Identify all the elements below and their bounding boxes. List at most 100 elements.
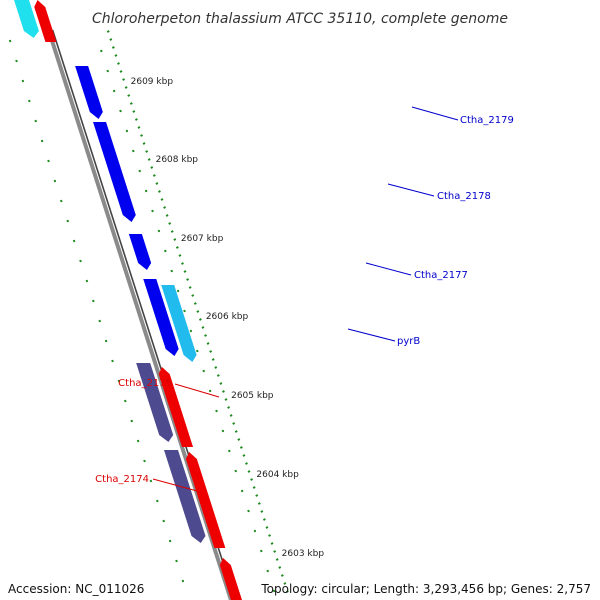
dotted-track-left-dot (47, 159, 50, 163)
scale-minor-tick (280, 574, 284, 577)
scale-minor-tick (260, 510, 264, 513)
scale-minor-tick (165, 214, 169, 217)
scale-label: 2604 kbp (256, 470, 299, 480)
scale-minor-tick (232, 422, 236, 425)
scale-minor-tick (181, 262, 184, 265)
scale-minor-tick (234, 430, 238, 433)
scale-minor-tick (262, 518, 266, 521)
scale-minor-tick (183, 270, 187, 273)
scale-minor-tick (265, 526, 269, 529)
dotted-track-right-dot (215, 409, 218, 413)
dotted-track-left-dot (34, 119, 37, 123)
scale-minor-tick (191, 294, 195, 297)
dotted-track-right-dot (176, 289, 180, 293)
dotted-track-right-dot (164, 249, 167, 253)
scale-minor-tick (186, 278, 190, 281)
map-title: Chloroherpeton thalassium ATCC 35110, co… (92, 11, 508, 27)
dotted-track-right-dot (208, 389, 212, 393)
dotted-track-right-dot (266, 569, 269, 573)
scale-minor-tick (163, 206, 167, 209)
dotted-track-right-dot (196, 349, 199, 353)
dotted-track-left-dot (53, 179, 57, 183)
dotted-track-left-dot (79, 259, 82, 263)
dotted-track-right-dot (221, 429, 225, 433)
dotted-track-right-dot (189, 329, 193, 333)
dotted-track-left-dot (15, 59, 18, 63)
dotted-track-left-dot (130, 419, 133, 423)
gene-block-bottom-red (219, 558, 242, 600)
dotted-track-left-dot (124, 399, 127, 403)
scale-minor-tick (211, 358, 215, 361)
gene-block-ctha-2179 (75, 66, 103, 119)
dotted-track-left-dot (136, 439, 140, 443)
gene-label-ctha-2179: Ctha_2179 (460, 115, 514, 126)
gene-leader-line-ctha-2179 (411, 106, 459, 121)
scale-minor-tick (198, 318, 202, 321)
scale-minor-tick (119, 70, 123, 73)
gene-label-ctha-2175: Ctha_2175 (118, 378, 172, 389)
scale-minor-tick (204, 334, 207, 337)
scale-minor-tick (275, 558, 279, 561)
scale-minor-tick (111, 46, 115, 49)
gene-features (14, 0, 242, 600)
scale-minor-tick (224, 398, 228, 401)
dotted-track-left-dot (111, 359, 114, 363)
scale-minor-tick (270, 542, 274, 545)
dotted-track-left-dot (181, 579, 185, 583)
dotted-track-right-dot (157, 229, 161, 233)
dotted-track-right-dot (183, 309, 186, 313)
dotted-track-right-dot (260, 549, 263, 553)
scale-minor-tick (245, 462, 248, 465)
gene-label-ctha-2178: Ctha_2178 (437, 191, 491, 202)
dotted-track-left-dot (117, 379, 121, 383)
scale-minor-tick (152, 174, 156, 177)
dotted-track-left-dot (66, 219, 69, 223)
dotted-track-left-dot (40, 139, 44, 143)
dotted-track-right-dot (151, 209, 154, 213)
scale-minor-tick (124, 86, 128, 89)
gene-block-ctha-2175-red (158, 367, 194, 447)
gene-block-top-red (34, 0, 57, 42)
gene-leader-line-ctha-2177 (365, 262, 412, 276)
dotted-track-right-dot (228, 449, 231, 453)
dotted-track-left-dot (156, 499, 159, 503)
scale-minor-tick (221, 390, 225, 393)
dotted-track-left-dot (162, 519, 165, 523)
dotted-track-right-dot (119, 109, 122, 113)
scale-minor-tick (285, 590, 289, 593)
scale-minor-tick (122, 78, 126, 81)
gene-leader-line-ctha-2178 (387, 183, 435, 197)
dotted-track-right-dot (106, 69, 109, 73)
scale-minor-tick (255, 494, 259, 497)
scale-minor-tick (216, 374, 220, 377)
scale-minor-tick (114, 54, 118, 57)
gene-block-pyrb (161, 285, 197, 362)
scale-label: 2606 kbp (206, 312, 249, 322)
dotted-track-right-dot (247, 509, 250, 513)
dotted-track-left-dot (104, 339, 108, 343)
scale-minor-tick (250, 478, 254, 481)
scale-minor-tick (150, 166, 154, 169)
dotted-track-left-dot (149, 479, 153, 483)
scale-minor-tick (137, 126, 141, 129)
dotted-track-left-dot (72, 239, 76, 243)
scale-minor-tick (147, 158, 151, 161)
dotted-track-left-dot (175, 559, 178, 563)
scale-minor-tick (175, 246, 179, 249)
dotted-track-right-dot (202, 369, 205, 373)
gene-block-ctha-2178 (93, 122, 136, 222)
scale-minor-tick (242, 454, 246, 457)
outer-dotted-tracks (8, 39, 276, 593)
scale-minor-tick (168, 222, 172, 225)
dotted-track-left-dot (28, 99, 31, 103)
scale-minor-tick (214, 366, 218, 369)
scale-minor-tick (268, 534, 271, 537)
scale-minor-tick (173, 238, 177, 241)
gene-leader-line-ctha-2175 (174, 383, 220, 398)
scale-minor-tick (278, 566, 282, 569)
gene-block-top-cyan (14, 0, 39, 38)
scale-minor-tick (145, 150, 149, 153)
scale-ticks: 2609 kbp 2608 kbp 2607 kbp 2606 kbp 2605 kbp… (106, 30, 324, 593)
dotted-track-right-dot (125, 129, 129, 133)
